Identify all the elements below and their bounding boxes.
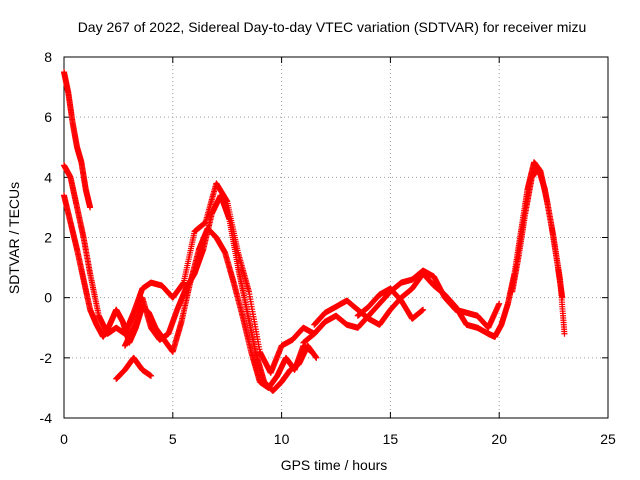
- x-axis-label: GPS time / hours: [281, 457, 388, 473]
- x-tick-label: 10: [274, 431, 290, 447]
- x-tick-label: 0: [60, 431, 68, 447]
- y-tick-label: -2: [40, 350, 53, 366]
- data-point: [87, 204, 94, 211]
- series-satellite-track-5: [121, 192, 320, 394]
- data-point: [561, 330, 568, 337]
- y-tick-label: 8: [44, 49, 52, 65]
- data-point: [420, 306, 427, 313]
- y-tick-label: 6: [44, 109, 52, 125]
- y-tick-label: 2: [44, 230, 52, 246]
- data-point: [559, 294, 566, 301]
- series-satellite-track-10: [509, 165, 566, 301]
- x-tick-label: 15: [383, 431, 399, 447]
- y-axis-label: SDTVAR / TECUs: [6, 182, 22, 294]
- y-tick-label: 0: [44, 290, 52, 306]
- y-tick-label: 4: [44, 169, 52, 185]
- chart-title: Day 267 of 2022, Sidereal Day-to-day VTE…: [78, 19, 587, 35]
- data-point: [496, 300, 503, 307]
- data-point: [148, 372, 155, 379]
- series-satellite-track-8: [354, 285, 427, 322]
- series-satellite-track-4: [113, 354, 155, 382]
- x-tick-label: 25: [600, 431, 616, 447]
- data-points: [61, 69, 568, 394]
- data-point: [313, 354, 320, 361]
- grid-lines: [64, 57, 608, 418]
- x-tick-label: 20: [491, 431, 507, 447]
- series-satellite-track-1: [61, 69, 94, 211]
- axis-ticks: 0 5 10 15 20 25 -4 -2 0 2 4 6 8: [40, 49, 616, 447]
- x-tick-label: 5: [169, 431, 177, 447]
- y-tick-label: -4: [40, 410, 53, 426]
